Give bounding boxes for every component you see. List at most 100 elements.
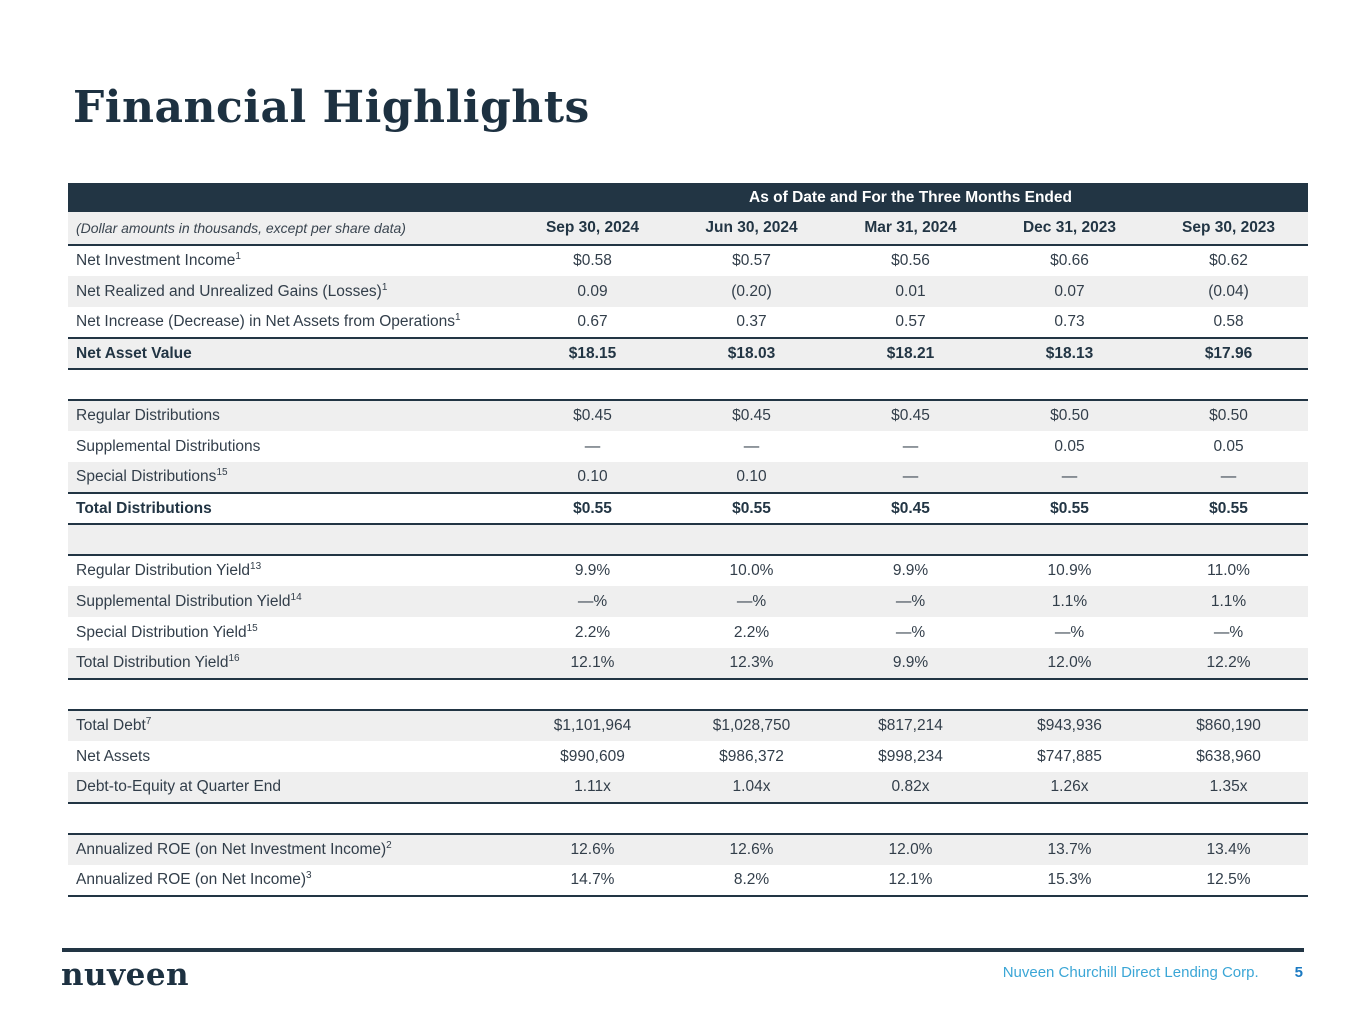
table-row: Regular Distributions $0.45 $0.45 $0.45 $0.5… <box>68 400 1309 431</box>
cell-value: $18.13 <box>1045 344 1094 362</box>
page-number: 5 <box>1294 964 1303 981</box>
page-title: Financial Highlights <box>73 82 590 133</box>
footnote-marker: 1 <box>455 311 461 323</box>
cell-value: 0.07 <box>1054 282 1085 300</box>
footnote-marker: 2 <box>386 839 392 851</box>
cell-value: (0.20) <box>731 282 772 300</box>
footer-company-name: Nuveen Churchill Direct Lending Corp. <box>1002 964 1259 981</box>
cell-value: $0.57 <box>732 252 771 269</box>
row-label: Special Distribution Yield15 <box>76 622 258 641</box>
table-row: Net Increase (Decrease) in Net Assets fr… <box>68 307 1308 338</box>
footnote-marker: 15 <box>246 622 258 634</box>
cell-value: $18.15 <box>568 344 617 362</box>
cell-value: 12.0% <box>1047 654 1092 671</box>
cell-value: 8.2% <box>733 871 770 888</box>
cell-value: — <box>1061 468 1078 485</box>
cell-value: 0.05 <box>1213 437 1244 455</box>
cell-value: 1.04x <box>732 778 771 795</box>
table-row: Debt-to-Equity at Quarter End 1.11x 1.04x 0… <box>68 772 1309 803</box>
column-header-row: (Dollar amounts in thousands, except per… <box>68 212 1309 245</box>
cell-value: 0.09 <box>577 282 608 300</box>
row-label: Total Distribution Yield16 <box>76 652 240 671</box>
cell-value: 0.57 <box>895 313 926 330</box>
column-header: Jun 30, 2024 <box>672 212 831 245</box>
spacer-row <box>68 679 1308 710</box>
cell-value: 12.2% <box>1206 654 1251 671</box>
table-banner-row: As of Date and For the Three Months Ende… <box>68 183 1309 212</box>
column-header: Dec 31, 2023 <box>990 212 1149 245</box>
cell-value: $747,885 <box>1037 747 1102 765</box>
cell-value: 1.35x <box>1209 778 1248 795</box>
cell-value: 2.2% <box>733 623 770 641</box>
row-label: Total Debt7 <box>76 715 152 734</box>
cell-value: $1,101,964 <box>553 717 632 734</box>
cell-value: $0.50 <box>1209 407 1248 424</box>
row-label: Supplemental Distribution Yield14 <box>76 591 302 610</box>
table-row: Special Distributions15 0.10 0.10 — — — <box>68 462 1309 493</box>
cell-value: —% <box>1054 623 1085 641</box>
cell-value: 12.0% <box>888 841 933 858</box>
row-label: Regular Distribution Yield13 <box>76 560 262 579</box>
cell-value: —% <box>577 592 608 610</box>
cell-value: $0.56 <box>891 252 930 269</box>
spacer-row <box>68 369 1308 400</box>
cell-value: — <box>902 468 919 485</box>
cell-value: 0.05 <box>1054 437 1085 455</box>
cell-value: $986,372 <box>719 747 784 765</box>
cell-value: $860,190 <box>1196 717 1261 734</box>
cell-value: 9.9% <box>892 654 929 671</box>
cell-value: 12.1% <box>888 871 933 888</box>
cell-value: —% <box>895 592 926 610</box>
cell-value: 0.10 <box>736 468 767 485</box>
footnote-marker: 1 <box>235 250 241 262</box>
banner-title: As of Date and For the Three Months Ende… <box>513 183 1309 212</box>
footnote-marker: 3 <box>306 869 312 881</box>
spacer-row <box>68 524 1309 555</box>
table-row: Annualized ROE (on Net Income)3 14.7% 8.2%… <box>68 865 1309 896</box>
cell-value: $0.50 <box>1050 407 1089 424</box>
cell-value: 12.5% <box>1206 871 1251 888</box>
table-head: As of Date and For the Three Months Ende… <box>68 183 1309 245</box>
row-label: Net Asset Value <box>76 344 192 362</box>
table-row: Net Realized and Unrealized Gains (Losse… <box>68 276 1309 307</box>
cell-value: 0.58 <box>1213 313 1244 330</box>
footnote-marker: 7 <box>145 715 152 727</box>
row-label: Annualized ROE (on Net Income)3 <box>76 869 312 888</box>
table-row: Annualized ROE (on Net Investment Income… <box>68 834 1309 865</box>
cell-value: — <box>743 437 760 455</box>
row-label: Net Realized and Unrealized Gains (Losse… <box>76 281 388 300</box>
cell-value: 12.6% <box>729 841 774 858</box>
cell-value: — <box>902 437 919 455</box>
cell-value: $943,936 <box>1037 717 1102 734</box>
cell-value: 1.1% <box>1210 592 1247 610</box>
row-label: Regular Distributions <box>76 407 220 424</box>
cell-value: $18.03 <box>727 344 776 362</box>
footnote-marker: 13 <box>250 560 262 572</box>
cell-value: —% <box>1213 623 1244 641</box>
financial-highlights-table: As of Date and For the Three Months Ende… <box>68 183 1309 897</box>
cell-value: 0.37 <box>736 313 767 330</box>
footer-right: Nuveen Churchill Direct Lending Corp. 5 <box>1003 964 1303 981</box>
table-body: Net Investment Income1 $0.58 $0.57 $0.56 $0.… <box>68 245 1309 896</box>
spacer-row <box>68 803 1308 834</box>
table-row: Supplemental Distribution Yield14 —% —% —% 1… <box>68 586 1309 617</box>
cell-value: — <box>1220 468 1237 485</box>
banner-spacer <box>68 183 513 212</box>
row-label: Total Distributions <box>76 499 212 517</box>
footnote-marker: 14 <box>290 591 302 603</box>
cell-value: 0.67 <box>577 313 608 330</box>
spacer-cell <box>68 369 1308 400</box>
cell-value: 15.3% <box>1047 871 1092 888</box>
cell-value: $0.58 <box>573 252 612 269</box>
cell-value: $817,214 <box>878 717 943 734</box>
cell-value: $0.45 <box>891 407 930 424</box>
table-row: Total Distributions $0.55 $0.55 $0.45 $0.55 $… <box>68 493 1309 524</box>
cell-value: 11.0% <box>1207 562 1250 579</box>
footer-divider <box>62 948 1304 952</box>
cell-value: —% <box>736 592 767 610</box>
cell-value: $0.45 <box>573 407 612 424</box>
cell-value: 9.9% <box>574 562 611 579</box>
row-label: Annualized ROE (on Net Investment Income… <box>76 839 392 858</box>
spacer-cell <box>68 524 1308 555</box>
